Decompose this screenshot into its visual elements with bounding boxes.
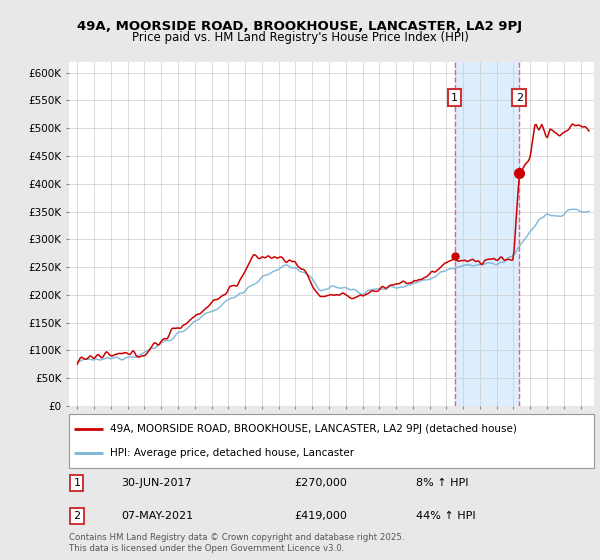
Text: £419,000: £419,000 xyxy=(295,511,347,521)
Text: 8% ↑ HPI: 8% ↑ HPI xyxy=(415,478,468,488)
Text: 1: 1 xyxy=(73,478,80,488)
Text: 2: 2 xyxy=(516,93,523,103)
Text: HPI: Average price, detached house, Lancaster: HPI: Average price, detached house, Lanc… xyxy=(110,448,354,458)
Text: 49A, MOORSIDE ROAD, BROOKHOUSE, LANCASTER, LA2 9PJ: 49A, MOORSIDE ROAD, BROOKHOUSE, LANCASTE… xyxy=(77,20,523,32)
Text: 49A, MOORSIDE ROAD, BROOKHOUSE, LANCASTER, LA2 9PJ (detached house): 49A, MOORSIDE ROAD, BROOKHOUSE, LANCASTE… xyxy=(110,424,517,434)
Bar xyxy=(455,62,520,406)
Text: 30-JUN-2017: 30-JUN-2017 xyxy=(121,478,192,488)
Text: 07-MAY-2021: 07-MAY-2021 xyxy=(121,511,194,521)
Text: Price paid vs. HM Land Registry's House Price Index (HPI): Price paid vs. HM Land Registry's House … xyxy=(131,31,469,44)
Text: Contains HM Land Registry data © Crown copyright and database right 2025.
This d: Contains HM Land Registry data © Crown c… xyxy=(69,533,404,553)
Text: 1: 1 xyxy=(451,93,458,103)
Text: £270,000: £270,000 xyxy=(295,478,347,488)
Text: 44% ↑ HPI: 44% ↑ HPI xyxy=(415,511,475,521)
Text: 2: 2 xyxy=(73,511,80,521)
